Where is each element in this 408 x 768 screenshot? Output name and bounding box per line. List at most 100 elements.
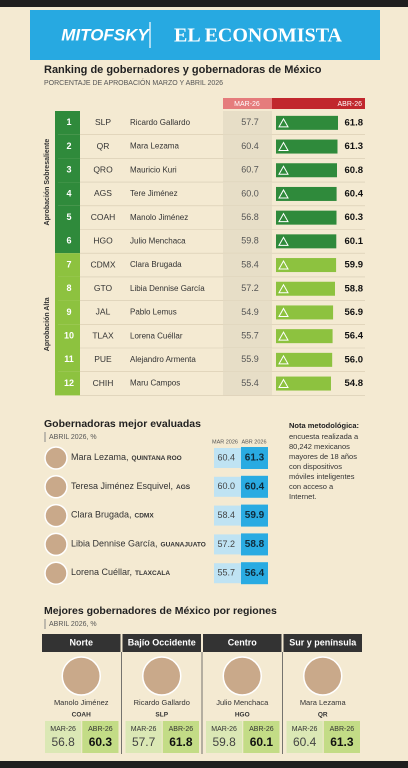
abr-header: ABR 2026 (241, 439, 266, 445)
rank-cell (58, 111, 80, 135)
trend-icon (278, 236, 289, 246)
abr-bar (276, 115, 338, 130)
rank-cell (58, 300, 80, 325)
mar-value: 56.8 (51, 735, 75, 749)
region-header (283, 634, 362, 652)
mar-bar (214, 534, 241, 555)
mar-value: 60.4 (293, 735, 317, 749)
abr-value: 56.0 (345, 354, 364, 365)
region-name: Norte (69, 637, 93, 647)
note-title: Nota metodológica: (289, 421, 359, 430)
mar-value: 59.8 (212, 735, 236, 749)
abr-value: 60.3 (89, 735, 113, 749)
mar-value: 60.4 (241, 141, 259, 151)
section-title: Gobernadoras mejor evaluadas (44, 418, 201, 430)
governor-name: Clara Brugada (130, 260, 182, 269)
rank: 5 (66, 212, 71, 222)
abr-value: 58.8 (245, 539, 265, 550)
mar-value: 57.7 (241, 117, 259, 127)
trend-icon (278, 354, 289, 365)
bottom-strip (0, 761, 408, 768)
name: Mara Lezama, (71, 452, 129, 462)
trend-icon (278, 165, 289, 175)
governor-name: Julio Menchaca (130, 236, 186, 245)
abr-value: 56.4 (245, 568, 265, 579)
abr-bar (276, 352, 333, 367)
region-header (203, 634, 282, 652)
mar-header: MAR-26 (211, 726, 237, 733)
trend-icon (278, 378, 289, 389)
photo (222, 656, 262, 696)
abr-bar (276, 139, 338, 154)
photo (303, 656, 343, 696)
mar-value: 55.7 (241, 331, 259, 341)
name: Teresa Jiménez Esquivel, (71, 481, 173, 491)
governor-name: Ricardo Gallardo (134, 698, 190, 707)
mar-bar (214, 563, 241, 584)
photo (44, 475, 68, 499)
mar-value: 60.4 (217, 452, 235, 462)
governor-name: Julio Menchaca (216, 698, 269, 707)
mar-cell (223, 371, 272, 396)
abr-value: 60.4 (345, 188, 364, 199)
region-name: Centro (228, 637, 258, 647)
governor-name: Ricardo Gallardo (130, 118, 191, 127)
abr-header: ABR-26 (337, 101, 362, 108)
abr-value: 61.8 (169, 735, 193, 749)
section-subtitle: PORCENTAJE DE APROBACIÓN MARZO Y ABRIL 2… (44, 78, 223, 87)
photo (44, 532, 68, 557)
mar-cell (223, 182, 272, 206)
governor-name: Manolo Jiménez (130, 213, 188, 222)
state: CHIH (93, 378, 114, 388)
abr-value: 59.9 (345, 260, 364, 271)
mar-value: 57.2 (241, 283, 259, 293)
state: TLAXCALA (135, 570, 170, 577)
mar-value: 58.4 (217, 510, 235, 520)
abr-header: ABR-26 (249, 726, 274, 733)
state: CDMX (135, 512, 155, 519)
abr-cell (241, 562, 268, 585)
state: CDMX (90, 259, 115, 269)
mar-header: MAR-26 (234, 101, 260, 108)
rank-cell (58, 371, 80, 396)
mar-value: 57.7 (132, 735, 156, 749)
state: SLP (155, 712, 168, 719)
section-title: Ranking de gobernadores y gobernadoras d… (44, 64, 322, 76)
abr-bar (276, 258, 337, 273)
governor-name: Libia Dennise García (130, 284, 205, 293)
state: QRO (93, 165, 113, 175)
trend-icon (278, 331, 289, 341)
governor-name: Lorena Cuéllar (130, 331, 183, 340)
abr-value: 56.9 (345, 307, 364, 318)
mar-header: MAR-26 (50, 726, 76, 733)
rank-cell (58, 182, 80, 206)
mar-box (45, 721, 82, 753)
photo (44, 561, 68, 585)
state: PUE (94, 354, 112, 364)
abr-bar (276, 210, 337, 225)
governor-name: Mara Lezama, QUINTANA ROO (71, 452, 182, 462)
abr-value: 58.8 (345, 283, 364, 294)
mar-cell (223, 229, 272, 254)
state: HGO (235, 712, 250, 719)
mar-value: 54.9 (241, 307, 259, 317)
rank: 8 (66, 283, 71, 293)
abr-box (162, 721, 199, 753)
mar-value: 58.4 (241, 259, 259, 269)
mar-cell (223, 348, 272, 372)
abr-bar (276, 376, 331, 391)
mar-cell (223, 324, 272, 348)
rank: 1 (66, 117, 71, 127)
rank: 7 (66, 259, 71, 269)
abr-value: 60.3 (345, 212, 364, 223)
mar-value: 56.8 (241, 212, 259, 222)
region-name: Sur y península (289, 637, 357, 647)
mar-cell (223, 253, 272, 277)
rank: 10 (64, 331, 74, 341)
photo (61, 656, 101, 696)
group-label: Aprobación Alta (44, 297, 51, 351)
note-line: 80,242 mexicanos (289, 442, 350, 451)
governor-name: Clara Brugada, CDMX (71, 510, 154, 520)
mar-value: 55.7 (217, 568, 235, 578)
